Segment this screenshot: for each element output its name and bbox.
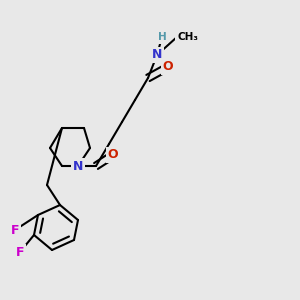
Text: F: F bbox=[16, 245, 24, 259]
Text: O: O bbox=[163, 61, 173, 74]
Text: H: H bbox=[158, 32, 166, 42]
Text: CH₃: CH₃ bbox=[177, 32, 198, 42]
Text: F: F bbox=[11, 224, 19, 236]
Text: N: N bbox=[152, 49, 162, 62]
Text: N: N bbox=[73, 160, 83, 172]
Text: O: O bbox=[108, 148, 118, 161]
